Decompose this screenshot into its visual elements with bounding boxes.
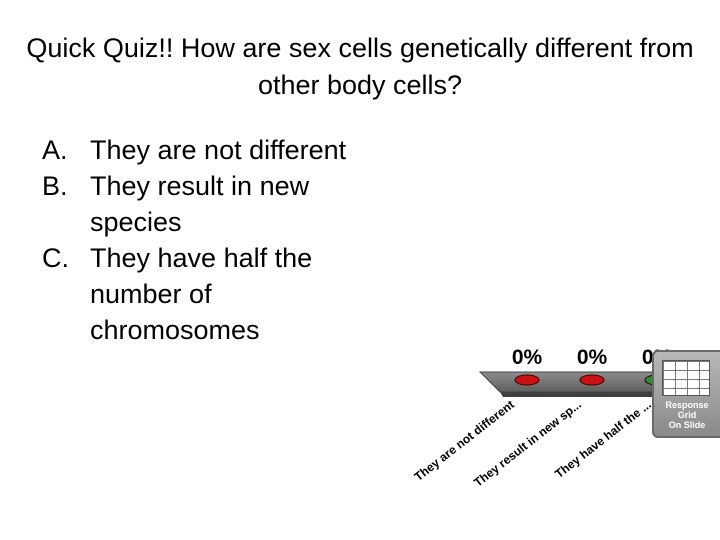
- option-letter: A.: [42, 135, 68, 165]
- option-text: They are not different: [90, 135, 347, 165]
- option-text: They result in new species: [90, 171, 310, 237]
- option-letter: B.: [42, 171, 68, 201]
- option-letter: C.: [42, 243, 69, 273]
- option-a[interactable]: A. They are not different: [42, 132, 372, 168]
- response-grid-badge[interactable]: Response Grid On Slide: [652, 350, 720, 438]
- chart-bar-marker: [579, 374, 605, 386]
- option-c[interactable]: C. They have half the number of chromoso…: [42, 240, 372, 348]
- chart-bar-marker: [514, 374, 540, 386]
- option-b[interactable]: B. They result in new species: [42, 168, 372, 240]
- grid-icon: [662, 360, 710, 396]
- answer-options: A. They are not different B. They result…: [42, 132, 372, 348]
- slide-title: Quick Quiz!! How are sex cells genetical…: [26, 33, 694, 100]
- badge-label: Response Grid On Slide: [665, 400, 709, 430]
- chart-value-label: 0%: [577, 346, 608, 369]
- option-text: They have half the number of chromosomes: [90, 243, 313, 345]
- chart-value-label: 0%: [512, 346, 543, 369]
